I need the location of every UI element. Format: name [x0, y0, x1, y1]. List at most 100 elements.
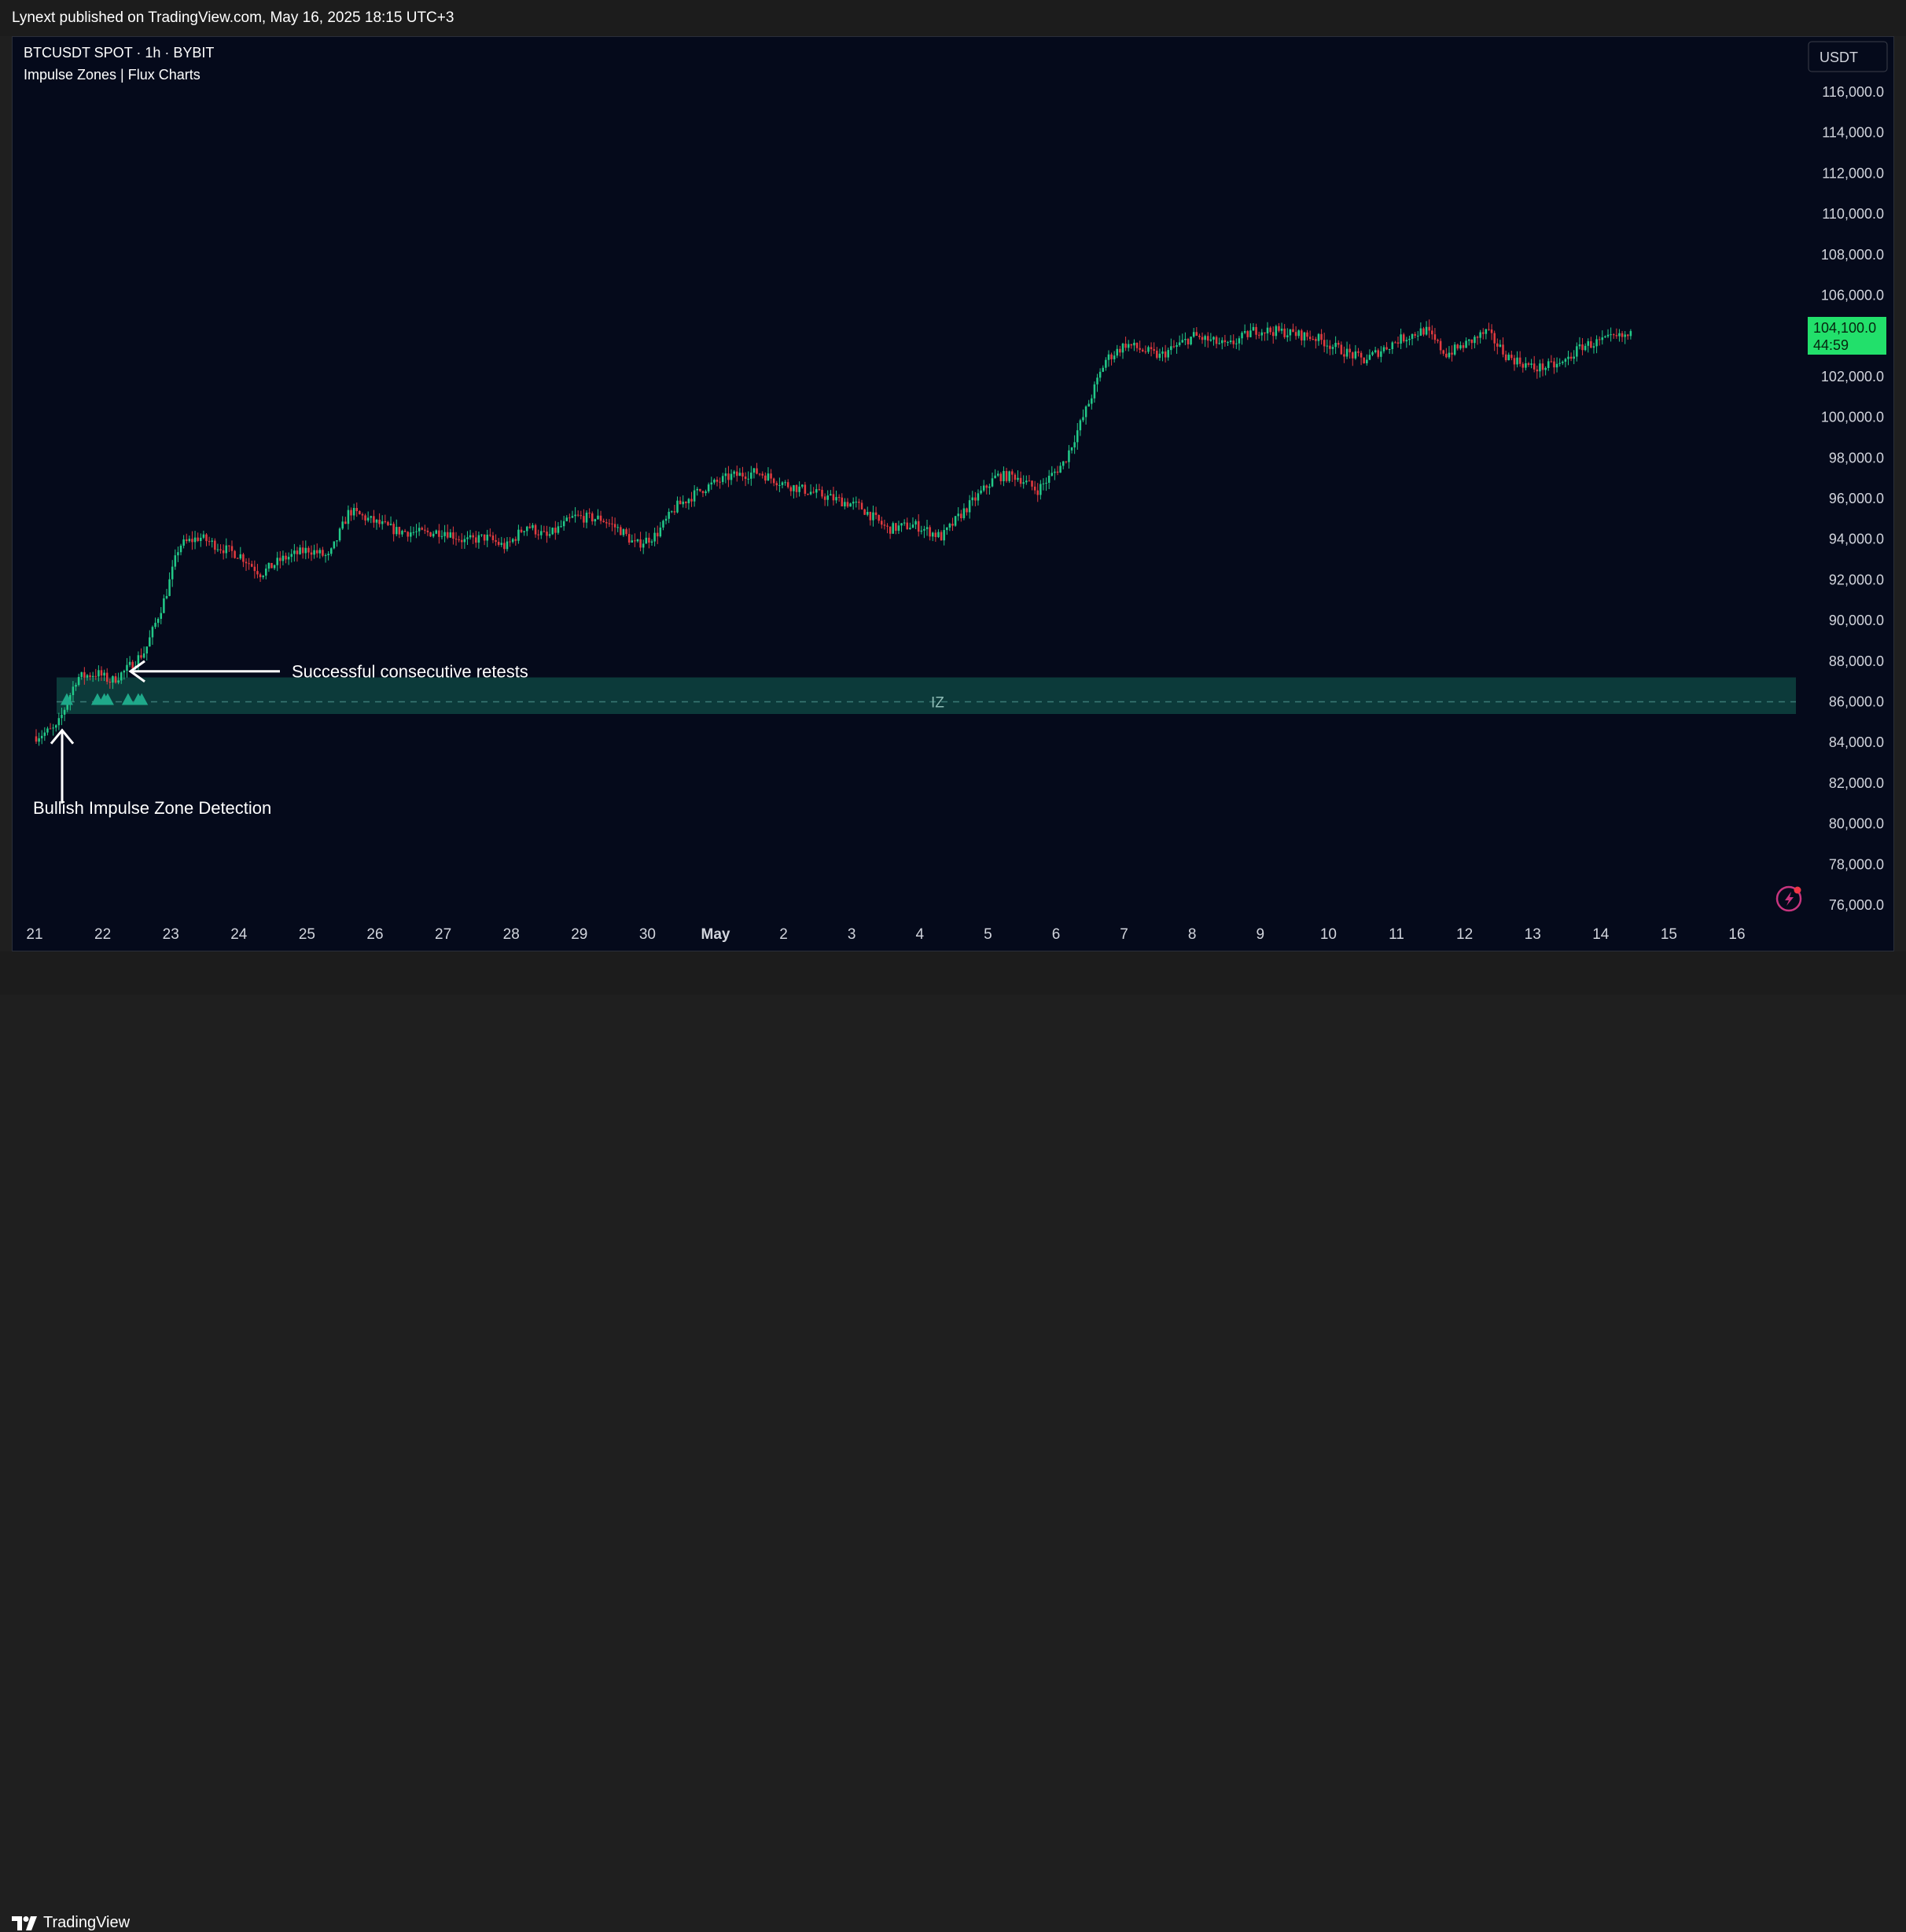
candle-body — [1275, 326, 1278, 337]
candle — [724, 467, 727, 484]
x-tick-label: 13 — [1525, 926, 1541, 943]
candle-body — [1576, 346, 1578, 357]
candle — [253, 560, 256, 579]
candle-body — [1374, 350, 1377, 352]
currency-button[interactable]: USDT — [1808, 41, 1888, 72]
candle — [571, 510, 574, 518]
candle — [424, 524, 426, 535]
candle-body — [1059, 466, 1062, 473]
candle — [449, 528, 452, 539]
candle-body — [940, 532, 943, 541]
candle-body — [253, 566, 256, 572]
candle — [1278, 322, 1280, 333]
candle-body — [1257, 334, 1260, 336]
candle — [256, 564, 259, 579]
candle-body — [634, 540, 636, 542]
candle-body — [1227, 342, 1229, 344]
candle-body — [322, 550, 324, 556]
candle — [523, 530, 525, 536]
chart-panel[interactable]: IZ 116,000.0 114,000.0 112,000.0 110,000.0 1… — [12, 36, 1894, 951]
candle — [128, 656, 131, 668]
candle-body — [299, 547, 301, 554]
candle — [1320, 329, 1323, 345]
candle — [1518, 351, 1521, 367]
candle — [248, 558, 250, 570]
candle-body — [1130, 344, 1133, 346]
alert-icon[interactable] — [1775, 885, 1802, 912]
candle — [415, 524, 418, 539]
candle — [656, 525, 659, 544]
candle-body — [248, 563, 250, 565]
candle-body — [163, 598, 165, 613]
candle — [931, 532, 934, 542]
candle-body — [1516, 357, 1518, 365]
candle-body — [713, 480, 716, 483]
candle — [276, 551, 278, 572]
candle-body — [250, 564, 253, 567]
candle-body — [613, 524, 616, 528]
candle-body — [381, 521, 384, 524]
candle — [154, 617, 156, 629]
tradingview-logo[interactable]: TradingView — [12, 1914, 130, 1932]
candle-body — [350, 510, 352, 516]
candle-body — [849, 503, 852, 507]
candle — [182, 535, 185, 549]
candle — [1396, 336, 1400, 348]
candle — [645, 532, 648, 544]
candle-body — [860, 502, 863, 510]
candle — [293, 543, 296, 562]
candle — [1073, 435, 1076, 454]
candle — [1294, 326, 1297, 340]
candlestick-chart[interactable]: IZ 116,000.0 114,000.0 112,000.0 110,000.0 1… — [13, 37, 1893, 951]
candle — [532, 523, 534, 531]
candle-body — [1411, 333, 1414, 339]
candle — [809, 484, 812, 496]
candle — [1275, 324, 1278, 340]
candle-body — [1481, 332, 1485, 334]
candle-body — [557, 526, 560, 533]
candle-body — [1510, 355, 1513, 359]
candle — [483, 534, 486, 546]
candle — [1456, 343, 1459, 351]
candle — [418, 522, 421, 536]
candle-body — [1051, 473, 1054, 477]
candle-body — [112, 675, 114, 683]
candle — [1283, 324, 1286, 340]
candle-body — [1266, 327, 1269, 333]
candle-body — [869, 512, 872, 521]
candle — [721, 473, 724, 485]
candle — [1354, 344, 1357, 360]
candle-body — [1192, 332, 1195, 337]
tradingview-icon — [12, 1915, 37, 1930]
candle-body — [123, 671, 126, 673]
candle — [940, 530, 943, 541]
candle-body — [160, 613, 163, 620]
candle-body — [1195, 332, 1198, 337]
candle-body — [863, 509, 866, 515]
candle-body — [844, 502, 846, 506]
candle-body — [943, 530, 945, 541]
candle — [1470, 339, 1474, 350]
candle — [1467, 339, 1470, 346]
candle — [1201, 332, 1204, 344]
candle — [707, 482, 710, 494]
candle-body — [1553, 361, 1555, 368]
candle — [1326, 339, 1329, 354]
candle — [693, 485, 696, 507]
candle — [679, 496, 682, 505]
candle — [744, 472, 747, 487]
x-tick-label: 5 — [984, 926, 992, 943]
candle — [1368, 349, 1371, 361]
candle-body — [957, 513, 959, 517]
candle-body — [738, 473, 741, 477]
candle — [1218, 337, 1220, 345]
candle — [1527, 362, 1530, 367]
candle — [1462, 342, 1465, 352]
candle — [525, 525, 528, 536]
candle-body — [815, 489, 818, 493]
y-tick-label: 92,000.0 — [1829, 572, 1884, 587]
candle — [685, 501, 687, 509]
candle — [758, 473, 761, 477]
candle — [330, 547, 333, 557]
candle — [387, 521, 389, 527]
